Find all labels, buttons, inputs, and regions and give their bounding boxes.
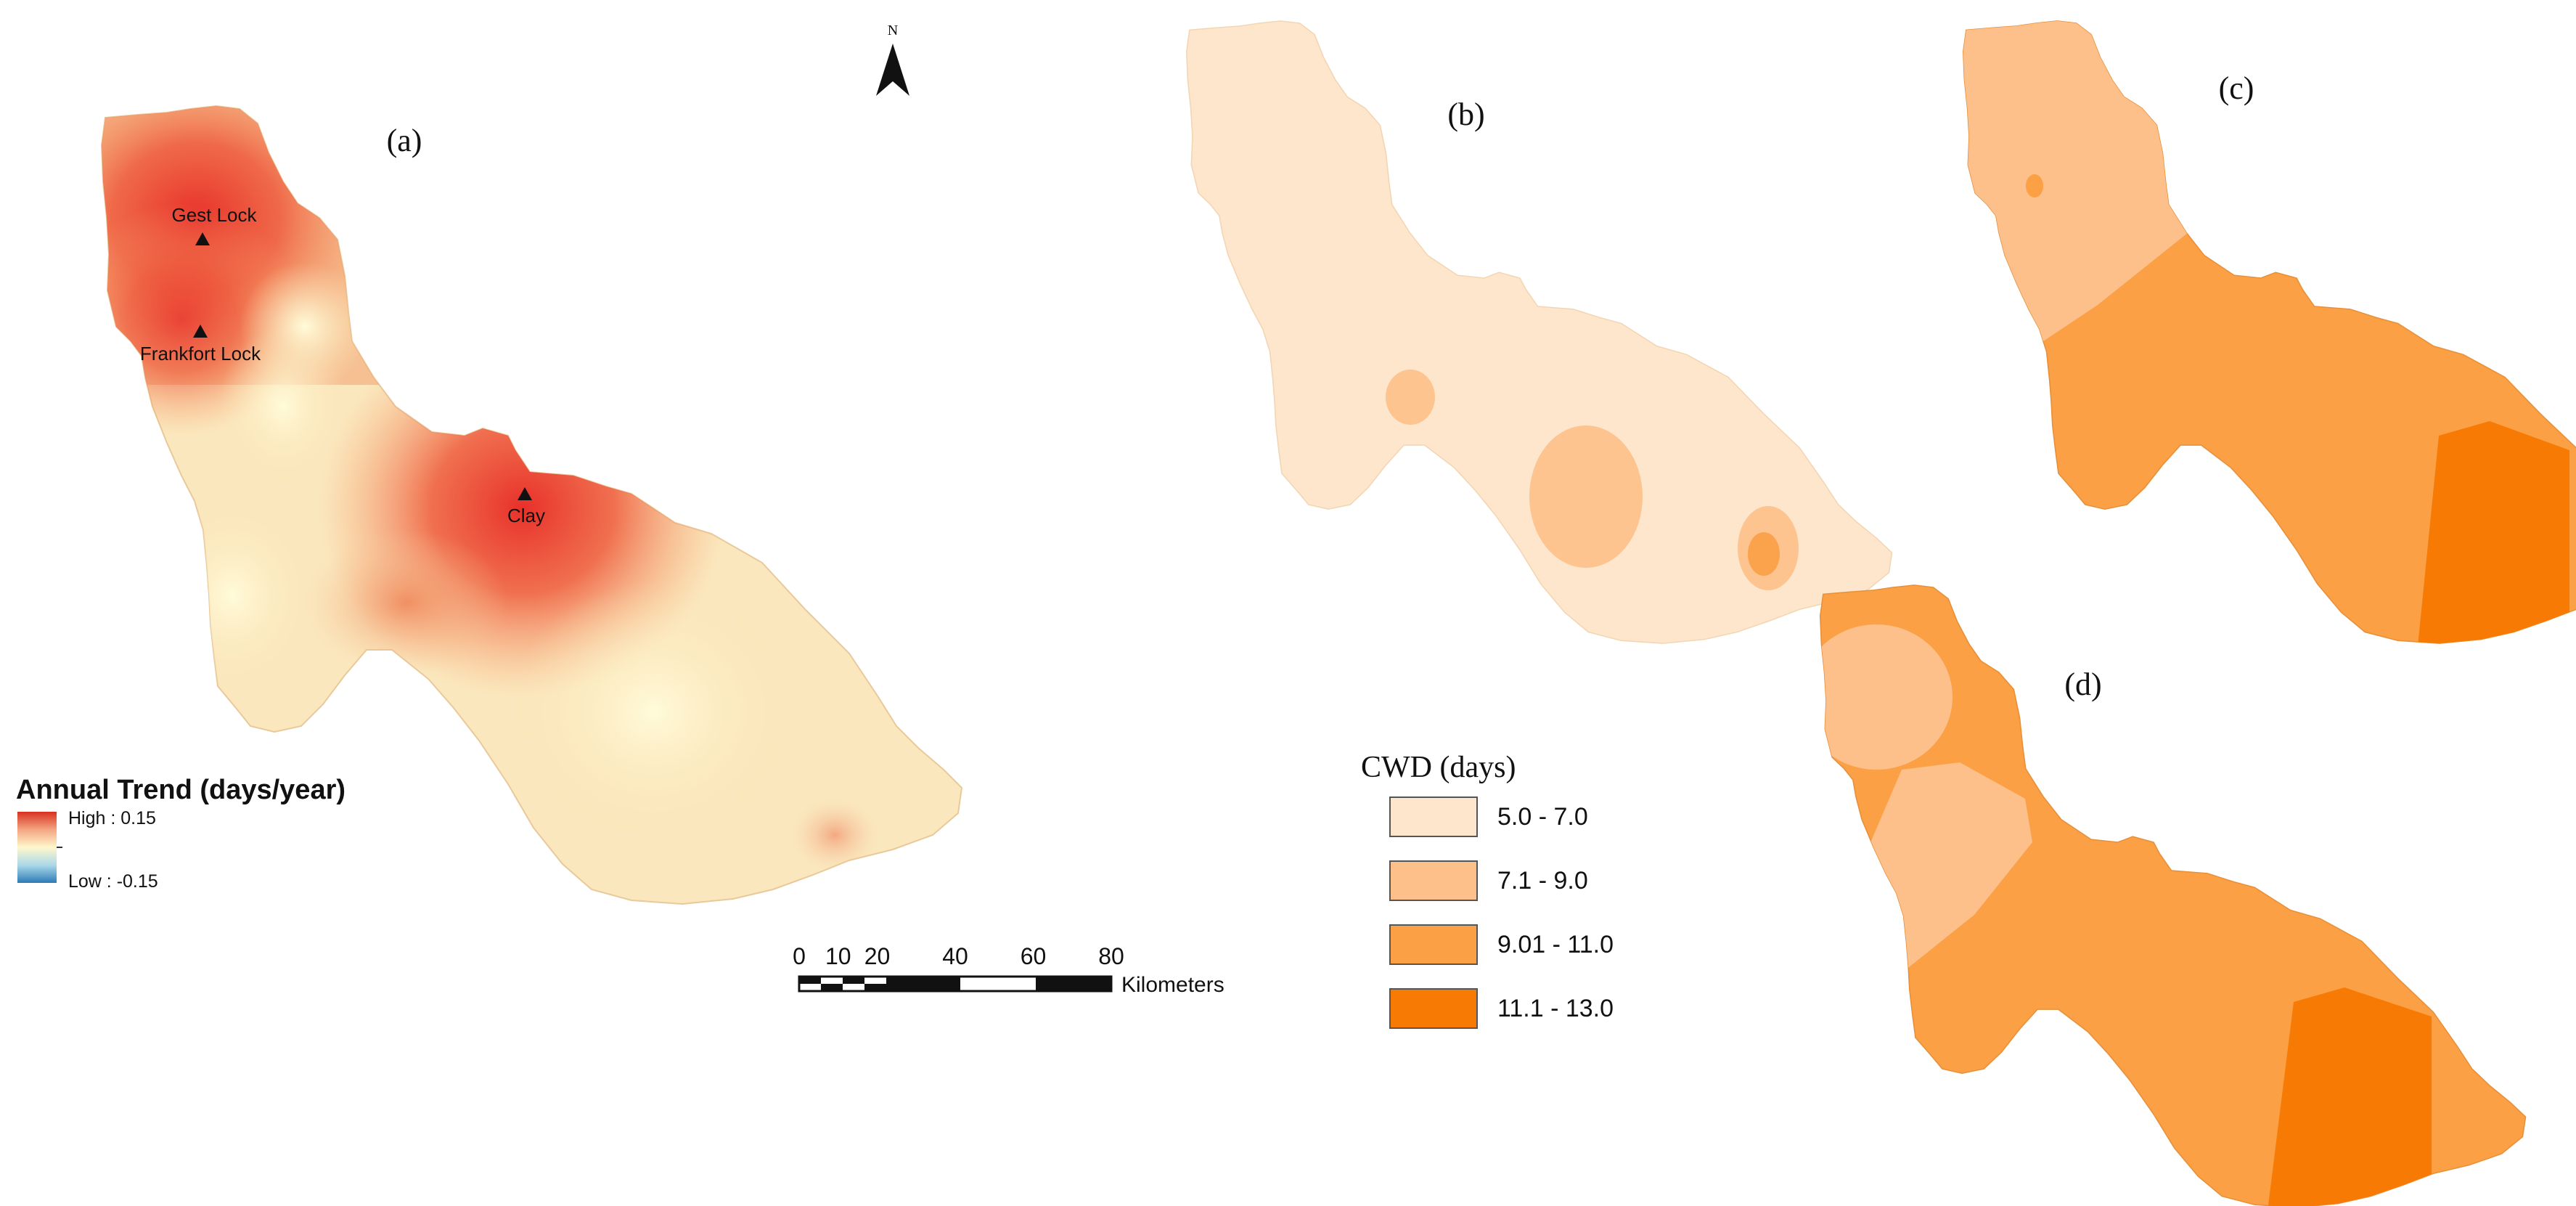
cwd-zone [1748, 532, 1780, 576]
cwd-swatch [1389, 924, 1478, 965]
panel-label-d: (d) [2064, 667, 2101, 702]
cwd-swatch [1389, 988, 1478, 1029]
station-label: Frankfort Lock [140, 343, 261, 364]
scale-bar: 0 10 20 40 60 80 Kilometers [793, 943, 1224, 997]
trend-high-label: High : 0.15 [68, 808, 156, 828]
station-gest-lock: Gest Lock [171, 204, 258, 245]
trend-color-ramp [17, 812, 57, 883]
north-arrow: N [876, 23, 909, 96]
map-panel-b: (b) [1185, 20, 1893, 644]
scale-tick-label: 10 [825, 943, 851, 969]
cwd-zone [1820, 624, 1953, 770]
cwd-zone [2265, 987, 2432, 1206]
triangle-icon [518, 487, 532, 500]
cwd-swatch [1389, 860, 1478, 901]
cwd-legend: CWD (days) 5.0 - 7.0 7.1 - 9.0 9.01 - 11.0… [1361, 751, 1614, 1029]
cwd-zone [2417, 421, 2569, 644]
cwd-class-label: 9.01 - 11.0 [1497, 931, 1614, 958]
trend-legend: Annual Trend (days/year) High : 0.15 Low… [16, 775, 345, 892]
scale-tick-label: 40 [942, 943, 968, 969]
triangle-icon [195, 232, 210, 245]
station-label: Clay [507, 505, 545, 526]
trend-low-label: Low : -0.15 [68, 871, 158, 892]
panel-label-b: (b) [1447, 97, 1484, 132]
cwd-zone [1529, 425, 1643, 568]
scale-tick-label: 60 [1021, 943, 1047, 969]
cwd-class-label: 7.1 - 9.0 [1497, 867, 1588, 895]
scale-tick-label: 0 [793, 943, 806, 969]
station-label: Gest Lock [171, 204, 257, 226]
north-letter: N [888, 23, 898, 38]
cwd-zone [2026, 174, 2043, 197]
cwd-swatch [1389, 796, 1478, 837]
cwd-class-label: 5.0 - 7.0 [1497, 803, 1588, 831]
panel-label-a: (a) [387, 123, 422, 158]
panel-label-c: (c) [2219, 70, 2254, 106]
map-panel-d: (d) [1819, 584, 2527, 1206]
station-clay: Clay [507, 487, 545, 526]
cwd-zone [1386, 370, 1435, 425]
triangle-icon [193, 325, 208, 338]
scale-tick-label: 20 [864, 943, 891, 969]
trend-legend-title: Annual Trend (days/year) [16, 775, 345, 805]
map-panel-c: (c) [1962, 20, 2576, 644]
north-arrow-icon [876, 44, 909, 96]
scale-tick-label: 80 [1098, 943, 1124, 969]
cwd-legend-title: CWD (days) [1361, 751, 1516, 784]
station-frankfort-lock: Frankfort Lock [140, 325, 261, 364]
cwd-class-label: 11.1 - 13.0 [1497, 995, 1614, 1022]
scale-unit: Kilometers [1121, 973, 1224, 997]
